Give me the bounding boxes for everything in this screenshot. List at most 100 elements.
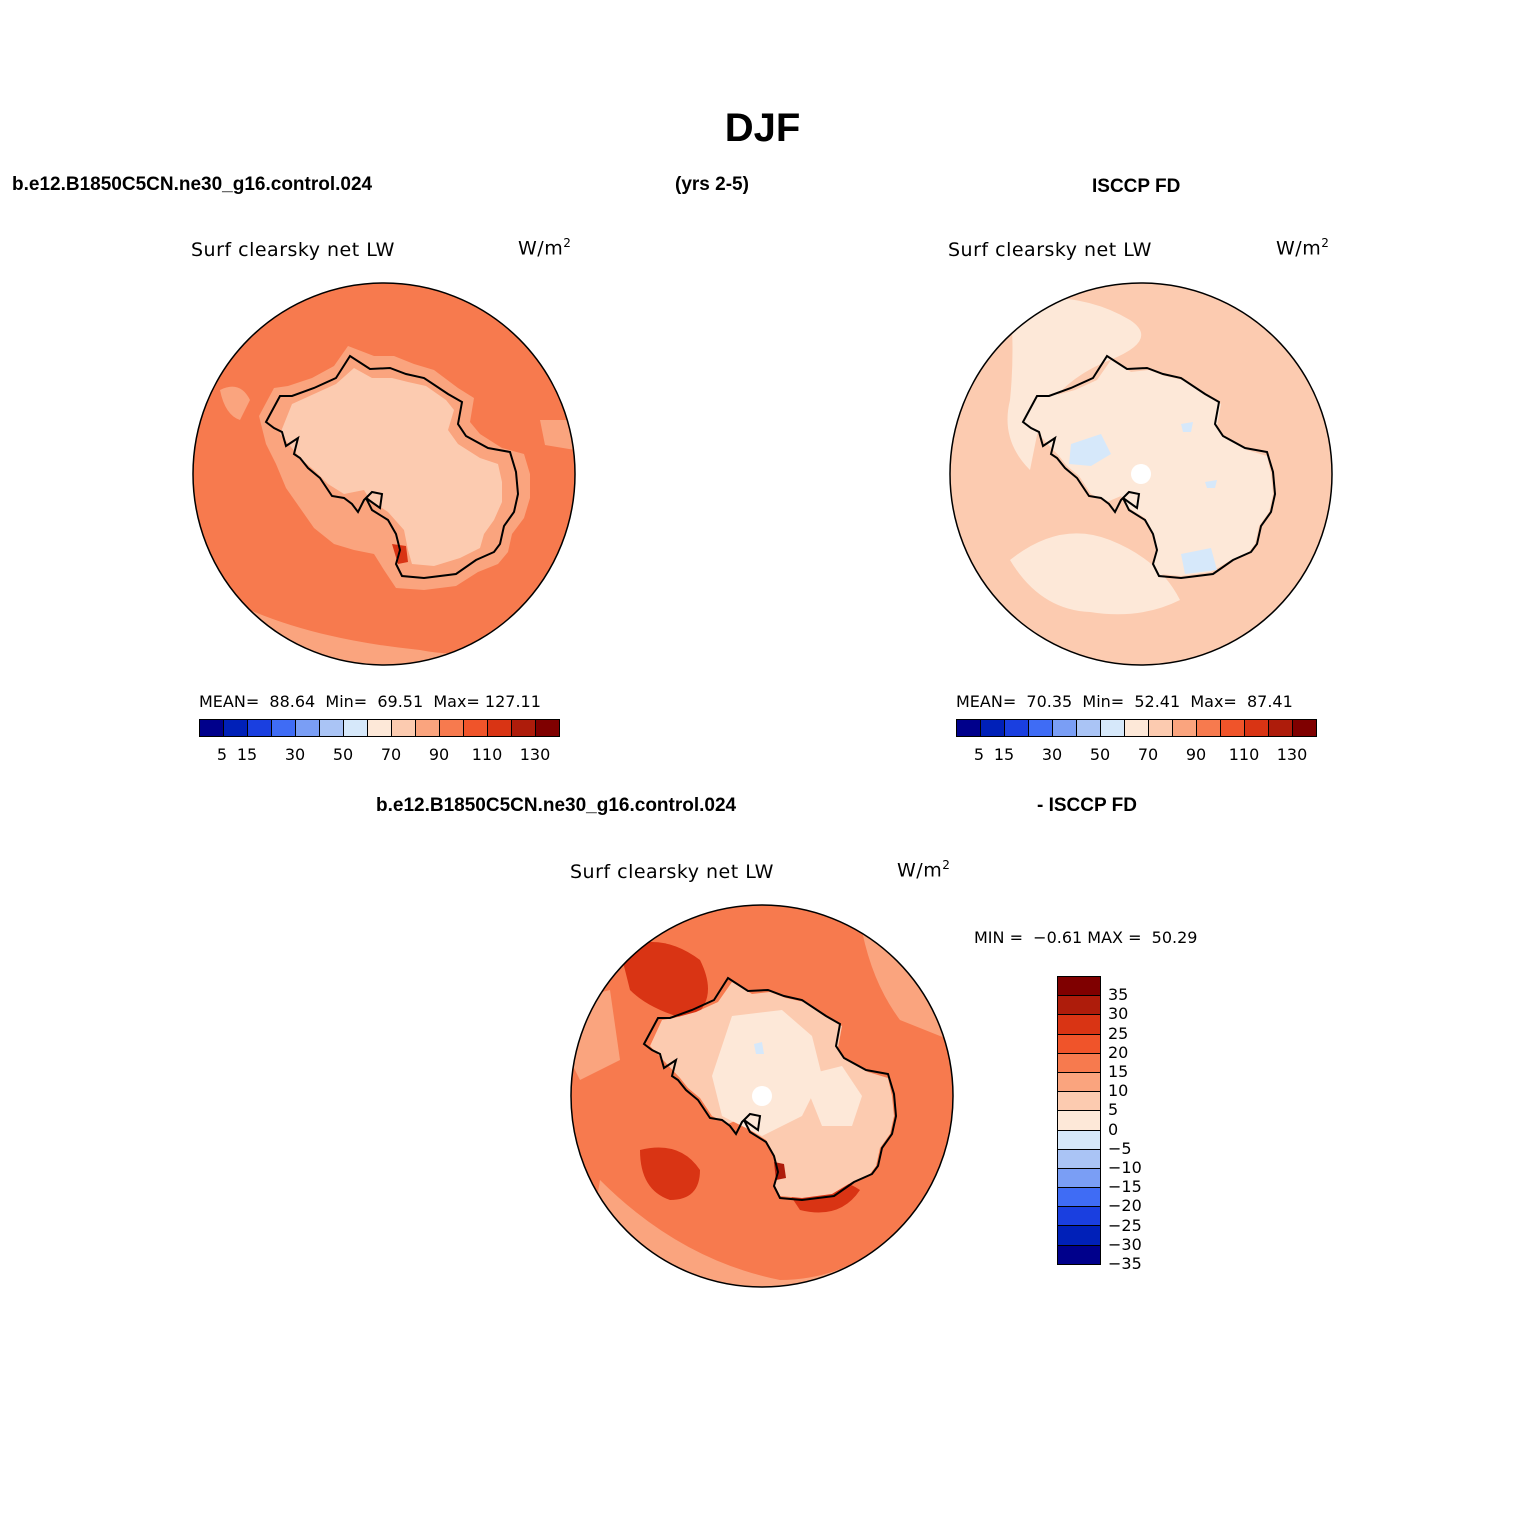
colorbar-tick-label: 15 (993, 745, 1015, 764)
colorbar-tick-label: 130 (1276, 745, 1308, 764)
colorbar-tick-label: 50 (1089, 745, 1111, 764)
right-units-label: W/m2 (1276, 236, 1329, 259)
colorbar-swatch (415, 719, 440, 737)
colorbar-swatch (1220, 719, 1245, 737)
colorbar-tick-label: 20 (1108, 1042, 1129, 1062)
colorbar-swatch (271, 719, 296, 737)
colorbar-swatch (1100, 719, 1125, 737)
colorbar-swatch (1268, 719, 1293, 737)
colorbar-swatch (1076, 719, 1101, 737)
colorbar-tick-label: −10 (1108, 1158, 1142, 1177)
colorbar-tick-label: −30 (1108, 1234, 1142, 1254)
colorbar-tick-label: 110 (471, 745, 503, 764)
colorbar-swatch (367, 719, 392, 737)
diff-obs-name: - ISCCP FD (1037, 795, 1137, 816)
colorbar-tick-label: −15 (1108, 1177, 1142, 1197)
left-polar-map (193, 283, 575, 665)
colorbar-tick-label: 70 (380, 745, 402, 764)
diff-units-exp: 2 (942, 858, 951, 872)
colorbar-tick-label: 0 (1108, 1119, 1119, 1139)
colorbar-swatch (535, 719, 560, 737)
right-units-exp: 2 (1321, 236, 1330, 250)
case-name: b.e12.B1850C5CN.ne30_g16.control.024 (12, 174, 373, 195)
colorbar-swatch (980, 719, 1005, 737)
colorbar-swatch (295, 719, 320, 737)
colorbar-tick-label: 15 (236, 745, 258, 764)
colorbar-tick-label: 50 (332, 745, 354, 764)
diff-stats: MIN = −0.61 MAX = 50.29 (974, 928, 1198, 947)
colorbar-tick-label: −35 (1108, 1254, 1142, 1273)
colorbar-tick-label: 30 (1108, 1004, 1129, 1024)
colorbar-swatch (1057, 1014, 1101, 1035)
colorbar-swatch (1196, 719, 1221, 737)
colorbar-swatch (343, 719, 368, 737)
right-colorbar (956, 719, 1317, 737)
left-units-exp: 2 (563, 236, 572, 250)
colorbar-swatch (1028, 719, 1053, 737)
colorbar-swatch (463, 719, 488, 737)
obs-name: ISCCP FD (1092, 176, 1181, 197)
years-label: (yrs 2-5) (675, 174, 749, 195)
colorbar-swatch (1057, 1148, 1101, 1169)
colorbar-tick-label: 25 (1108, 1023, 1129, 1043)
diff-units: W/m (897, 859, 943, 882)
diff-colorbar (1057, 976, 1101, 1265)
left-variable-label: Surf clearsky net LW (191, 239, 395, 261)
left-units: W/m (518, 237, 564, 260)
colorbar-swatch (1057, 1187, 1101, 1208)
colorbar-swatch (1057, 1110, 1101, 1131)
colorbar-swatch (439, 719, 464, 737)
colorbar-swatch (1057, 1033, 1101, 1054)
left-colorbar (199, 719, 560, 737)
diff-variable-label: Surf clearsky net LW (570, 861, 774, 883)
colorbar-tick-label: 110 (1228, 745, 1260, 764)
colorbar-swatch (1057, 976, 1101, 997)
right-polar-map (950, 283, 1332, 665)
colorbar-swatch (1057, 1244, 1101, 1265)
colorbar-swatch (487, 719, 512, 737)
colorbar-tick-label: −20 (1108, 1196, 1142, 1216)
colorbar-swatch (1244, 719, 1269, 737)
colorbar-tick-label: 35 (1108, 985, 1129, 1005)
colorbar-tick-label: 90 (1185, 745, 1207, 764)
colorbar-tick-label: 5 (973, 745, 985, 764)
colorbar-swatch (1057, 1091, 1101, 1112)
diff-case-name: b.e12.B1850C5CN.ne30_g16.control.024 (376, 795, 737, 816)
colorbar-tick-label: 5 (1108, 1100, 1119, 1120)
diff-units-label: W/m2 (897, 858, 950, 881)
colorbar-swatch (199, 719, 224, 737)
left-units-label: W/m2 (518, 236, 571, 259)
colorbar-swatch (1057, 995, 1101, 1016)
colorbar-swatch (1057, 1129, 1101, 1150)
colorbar-tick-label: 130 (519, 745, 551, 764)
colorbar-tick-label: −5 (1108, 1138, 1132, 1158)
colorbar-swatch (391, 719, 416, 737)
colorbar-tick-label: 30 (284, 745, 306, 764)
colorbar-swatch (1004, 719, 1029, 737)
right-stats: MEAN= 70.35 Min= 52.41 Max= 87.41 (956, 692, 1293, 711)
colorbar-swatch (1057, 1071, 1101, 1093)
colorbar-swatch (956, 719, 981, 737)
colorbar-swatch (319, 719, 344, 737)
right-variable-label: Surf clearsky net LW (948, 239, 1152, 261)
colorbar-swatch (1057, 1206, 1101, 1227)
colorbar-tick-label: 5 (216, 745, 228, 764)
colorbar-swatch (1057, 1167, 1101, 1189)
colorbar-tick-label: 15 (1108, 1062, 1129, 1081)
colorbar-swatch (1292, 719, 1317, 737)
colorbar-swatch (1124, 719, 1149, 737)
colorbar-tick-label: 70 (1137, 745, 1159, 764)
colorbar-swatch (1057, 1052, 1101, 1073)
colorbar-swatch (1148, 719, 1173, 737)
colorbar-swatch (1052, 719, 1077, 737)
colorbar-tick-label: 30 (1041, 745, 1063, 764)
colorbar-swatch (1057, 1225, 1101, 1246)
main-title: DJF (724, 106, 801, 150)
colorbar-tick-label: 90 (428, 745, 450, 764)
colorbar-tick-label: −25 (1108, 1215, 1142, 1235)
colorbar-swatch (511, 719, 536, 737)
right-units: W/m (1276, 237, 1322, 260)
colorbar-swatch (247, 719, 272, 737)
colorbar-tick-label: 10 (1108, 1081, 1129, 1101)
